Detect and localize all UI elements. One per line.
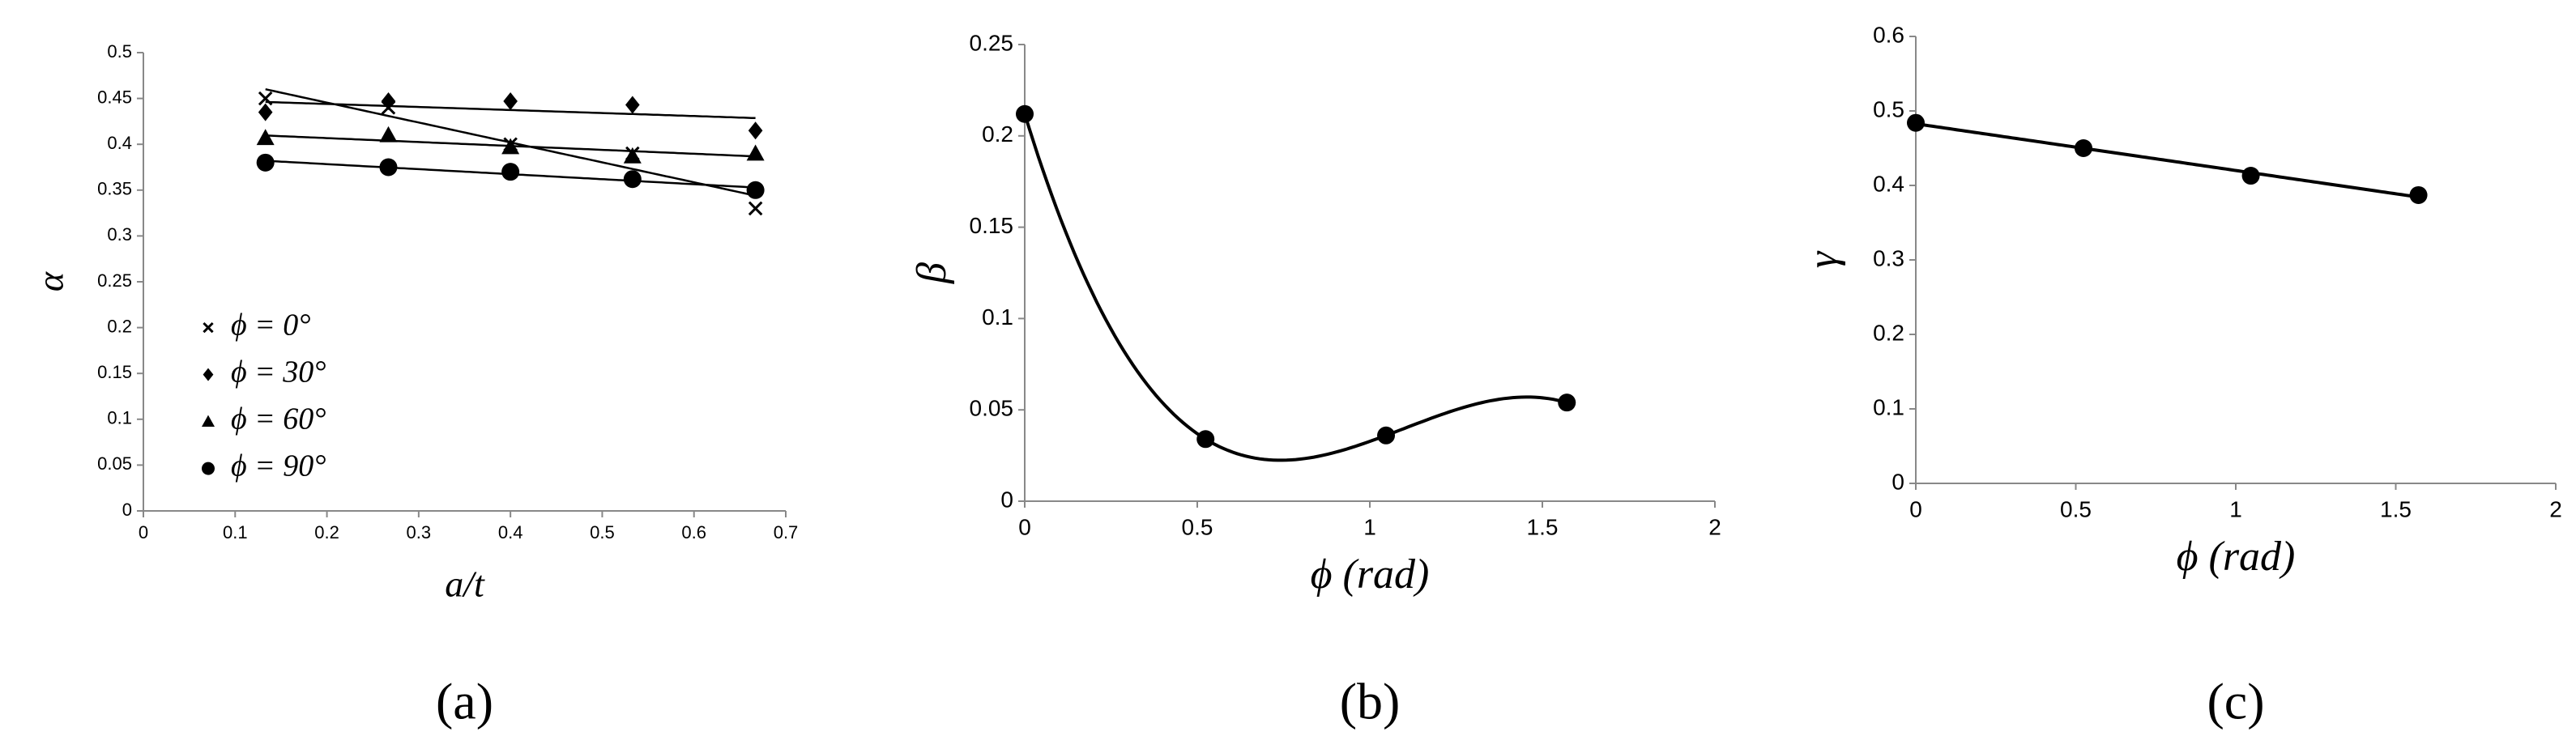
legend-label: ϕ = 90°: [231, 449, 326, 483]
y-tick-label: 0.15: [97, 362, 132, 382]
y-tick-label: 0.1: [1873, 394, 1904, 419]
x-tick-label: 0.6: [681, 522, 706, 542]
y-tick-label: 0.5: [107, 41, 132, 62]
marker: [503, 91, 518, 110]
legend-label: ϕ = 30°: [231, 355, 326, 389]
marker: [501, 163, 520, 181]
y-tick-label: 0.2: [982, 121, 1013, 147]
panel-label: (b): [1340, 673, 1401, 730]
x-tick-label: 0: [1018, 514, 1031, 539]
y-tick-label: 0.05: [970, 396, 1014, 421]
x-tick-label: 2: [1708, 514, 1721, 539]
y-tick-label: 0.4: [107, 133, 132, 153]
marker: [623, 170, 642, 189]
legend-marker: [202, 415, 215, 427]
legend-marker: [203, 321, 214, 334]
y-tick-label: 0: [1891, 469, 1904, 494]
x-tick-label: 0.1: [223, 522, 248, 542]
x-tick-label: 0.2: [314, 522, 339, 542]
marker: [2241, 167, 2260, 185]
x-axis-label: ϕ (rad): [2177, 534, 2296, 580]
marker: [258, 103, 273, 121]
x-axis-label: ϕ (rad): [1311, 551, 1430, 598]
x-tick-label: 1: [2229, 496, 2242, 521]
y-tick-label: 0.6: [1873, 22, 1904, 47]
y-tick-label: 0.3: [107, 224, 132, 245]
y-tick-label: 0.25: [97, 270, 132, 291]
marker: [381, 91, 396, 110]
marker: [1377, 426, 1396, 445]
y-tick-label: 0.5: [1873, 96, 1904, 121]
marker: [1016, 104, 1034, 123]
marker: [623, 147, 642, 164]
trend-line: [1915, 121, 2419, 199]
x-tick-label: 0.7: [774, 522, 799, 542]
y-tick-label: 0.2: [1873, 320, 1904, 345]
x-axis-label: a/t: [445, 564, 485, 605]
marker: [746, 181, 765, 199]
y-tick-label: 0: [1000, 487, 1013, 512]
x-tick-label: 0.4: [498, 522, 523, 542]
trend-line: [1023, 113, 1567, 462]
x-tick-label: 1: [1363, 514, 1376, 539]
legend-label: ϕ = 60°: [231, 402, 326, 436]
x-tick-label: 0: [139, 522, 148, 542]
y-tick-label: 0.2: [107, 316, 132, 336]
y-axis-label: γ: [1800, 250, 1846, 268]
marker: [748, 121, 763, 140]
y-tick-label: 0: [122, 500, 132, 520]
y-tick-label: 0.05: [97, 453, 132, 474]
y-tick-label: 0.25: [970, 30, 1014, 55]
marker: [256, 153, 275, 172]
y-tick-label: 0.15: [970, 213, 1014, 238]
marker: [625, 96, 640, 114]
marker: [1196, 430, 1215, 449]
marker: [501, 138, 520, 155]
marker: [748, 201, 763, 216]
x-tick-label: 0: [1909, 496, 1922, 521]
x-tick-label: 0.5: [1182, 514, 1213, 539]
x-tick-label: 1.5: [2380, 496, 2412, 521]
x-tick-label: 0.3: [407, 522, 432, 542]
x-tick-label: 1.5: [1527, 514, 1559, 539]
legend-marker: [203, 368, 214, 381]
marker: [379, 158, 398, 177]
y-tick-label: 0.4: [1873, 171, 1904, 196]
marker: [1907, 113, 1925, 132]
legend-label: ϕ = 0°: [231, 308, 311, 342]
y-tick-label: 0.1: [107, 408, 132, 428]
marker: [1558, 394, 1576, 412]
x-tick-label: 2: [2549, 496, 2562, 521]
marker: [379, 126, 398, 143]
x-tick-label: 0.5: [2060, 496, 2092, 521]
panel-label: (c): [2207, 673, 2264, 730]
y-axis-label: α: [30, 271, 71, 291]
x-tick-label: 0.5: [590, 522, 615, 542]
y-axis-label: β: [909, 262, 955, 284]
y-tick-label: 0.45: [97, 87, 132, 107]
marker: [746, 144, 765, 161]
marker: [2074, 139, 2092, 157]
legend-marker: [202, 462, 215, 475]
y-tick-label: 0.1: [982, 304, 1013, 330]
y-tick-label: 0.3: [1873, 245, 1904, 270]
marker: [256, 129, 275, 146]
marker: [2409, 185, 2428, 204]
y-tick-label: 0.35: [97, 179, 132, 199]
panel-label: (a): [436, 673, 493, 730]
